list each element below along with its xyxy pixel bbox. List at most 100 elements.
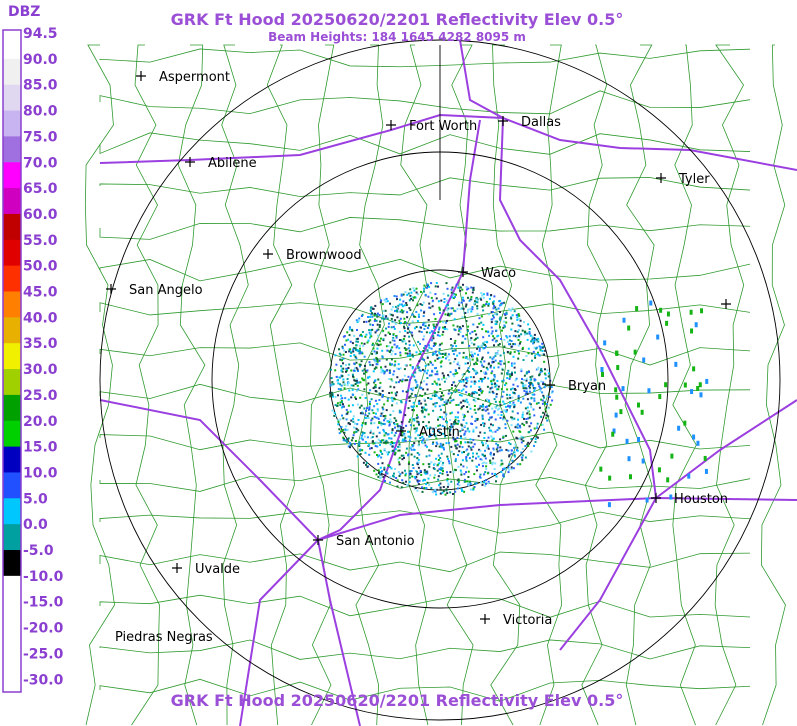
echo — [460, 488, 463, 491]
echo — [342, 439, 345, 442]
echo — [446, 309, 449, 312]
echo — [500, 411, 503, 413]
county-line — [444, 44, 474, 726]
echo — [451, 307, 454, 310]
city-marker — [721, 299, 731, 309]
city-marker — [396, 426, 406, 436]
echo — [690, 328, 694, 334]
echo — [408, 344, 411, 347]
echo — [402, 300, 405, 303]
echo — [359, 352, 362, 355]
echo — [451, 384, 453, 386]
echo — [460, 401, 463, 404]
echo — [465, 422, 468, 425]
echo — [601, 371, 605, 377]
echo — [377, 469, 380, 472]
echo — [428, 483, 431, 486]
echo — [420, 381, 423, 384]
echo — [372, 412, 375, 414]
echo — [435, 445, 438, 448]
echo — [394, 451, 397, 454]
echo — [379, 421, 382, 424]
echo — [358, 352, 361, 355]
echo — [421, 395, 424, 397]
echo — [523, 333, 526, 336]
echo — [410, 470, 413, 472]
echo — [398, 319, 401, 322]
echo — [442, 394, 445, 397]
echo — [402, 426, 405, 429]
echo — [527, 347, 530, 350]
echo — [363, 435, 366, 438]
echo — [422, 437, 425, 440]
echo — [331, 381, 334, 384]
echo — [369, 389, 372, 392]
echo — [536, 368, 539, 371]
echo — [484, 372, 487, 375]
echo — [510, 424, 513, 427]
echo — [361, 449, 364, 452]
echo — [438, 334, 441, 337]
echo — [413, 455, 416, 458]
echo — [516, 316, 519, 319]
echo — [533, 393, 536, 396]
echo — [356, 321, 359, 323]
echo — [499, 438, 502, 441]
echo — [444, 352, 447, 355]
city-marker — [480, 614, 490, 624]
echo — [426, 377, 429, 379]
echo — [408, 299, 411, 302]
echo — [352, 369, 355, 372]
echo — [412, 299, 414, 302]
echo — [494, 472, 497, 475]
echo — [410, 387, 413, 390]
echo — [510, 416, 513, 419]
echo — [469, 407, 472, 410]
color-bar-segment — [3, 239, 21, 267]
echo — [514, 389, 517, 391]
echo — [362, 461, 365, 464]
echo — [413, 296, 416, 299]
echo — [520, 333, 523, 336]
echo — [418, 423, 420, 426]
echo — [427, 477, 430, 480]
echo — [434, 343, 436, 346]
echo — [523, 417, 525, 420]
echo — [468, 371, 471, 373]
echo — [496, 429, 499, 432]
echo — [390, 353, 393, 356]
echo — [499, 417, 502, 419]
echo — [511, 403, 514, 406]
echo — [428, 285, 431, 288]
echo — [432, 430, 435, 433]
echo — [401, 390, 404, 393]
echo — [481, 414, 484, 417]
echo — [351, 404, 354, 407]
echo — [403, 304, 406, 307]
echo — [521, 456, 524, 459]
echo — [457, 403, 460, 406]
echo — [472, 438, 475, 441]
city-marker — [263, 249, 273, 259]
echo — [428, 449, 431, 452]
color-bar-segment — [3, 446, 21, 473]
echo — [547, 375, 550, 378]
echo — [415, 475, 418, 478]
echo — [482, 444, 485, 447]
echo — [434, 435, 437, 438]
echo — [374, 399, 377, 402]
echo — [475, 298, 478, 301]
echo — [506, 377, 509, 379]
echo — [416, 480, 419, 483]
echo — [370, 335, 373, 338]
echo — [533, 389, 536, 392]
echo — [409, 472, 412, 475]
echo — [494, 359, 497, 362]
echo — [538, 374, 541, 377]
echo — [357, 388, 360, 391]
color-bar-segment — [3, 33, 21, 60]
echo — [435, 394, 438, 397]
echo — [658, 394, 662, 400]
echo — [517, 350, 520, 353]
echo — [383, 441, 386, 444]
